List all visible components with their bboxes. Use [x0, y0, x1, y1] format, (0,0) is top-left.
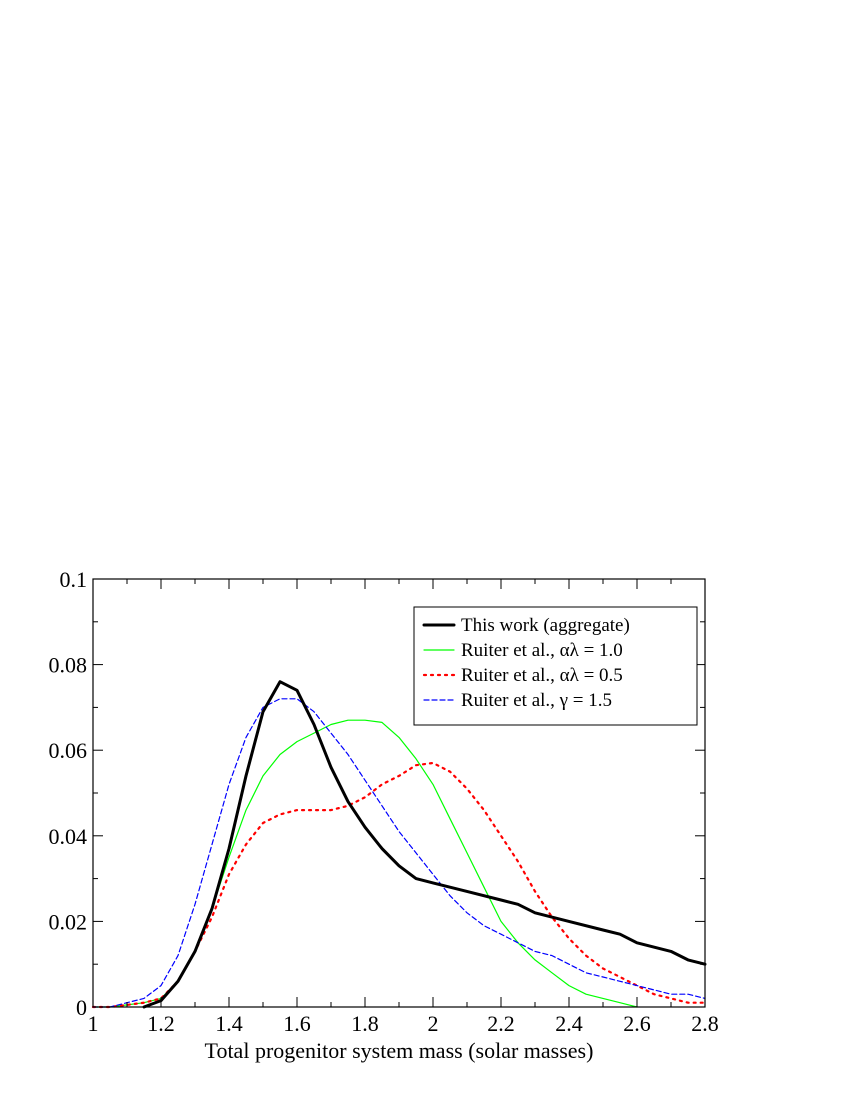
legend-label: Ruiter et al., αλ = 0.5	[461, 665, 623, 686]
x-tick-label: 1.4	[215, 1011, 243, 1036]
x-tick-label: 2	[428, 1011, 439, 1036]
y-tick-label: 0	[76, 995, 87, 1020]
legend-box	[413, 606, 698, 726]
series-line-4	[92, 698, 706, 1008]
y-tick-label: 0.04	[49, 824, 88, 849]
x-axis-title: Total progenitor system mass (solar mass…	[205, 1038, 594, 1063]
x-tick-label: 2.4	[555, 1011, 583, 1036]
series-line-1	[142, 680, 707, 1009]
y-tick-label: 0.08	[49, 653, 88, 678]
x-tick-label: 1.2	[147, 1011, 175, 1036]
y-tick-label: 0.06	[49, 738, 88, 763]
y-tick-label: 0.02	[49, 909, 88, 934]
legend: This work (aggregate) Ruiter et al., αλ =…	[413, 606, 698, 726]
x-tick-label: 2.6	[623, 1011, 651, 1036]
ticks-layer: 1 1.2 1.4 1.6 1.8 2 2.2 2.4 2.6 2.8 0 0.02 0.04 0.06 0…	[49, 567, 719, 1036]
x-tick-label: 1.6	[283, 1011, 311, 1036]
x-tick-label: 2.2	[487, 1011, 515, 1036]
x-tick-label: 2.8	[691, 1011, 719, 1036]
x-tick-label: 1	[88, 1011, 99, 1036]
legend-label: This work (aggregate)	[461, 615, 630, 636]
legend-label: Ruiter et al., αλ = 1.0	[461, 640, 623, 661]
y-tick-label: 0.1	[60, 567, 88, 592]
series-layer	[91, 680, 707, 1009]
series-line-2	[92, 719, 638, 1008]
x-tick-label: 1.8	[351, 1011, 379, 1036]
legend-label: Ruiter et al., γ = 1.5	[461, 690, 612, 711]
